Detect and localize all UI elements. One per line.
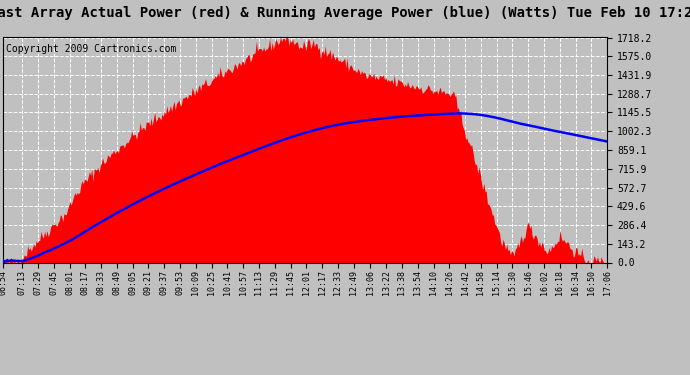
Text: Copyright 2009 Cartronics.com: Copyright 2009 Cartronics.com [6,44,177,54]
Text: East Array Actual Power (red) & Running Average Power (blue) (Watts) Tue Feb 10 : East Array Actual Power (red) & Running … [0,6,690,20]
